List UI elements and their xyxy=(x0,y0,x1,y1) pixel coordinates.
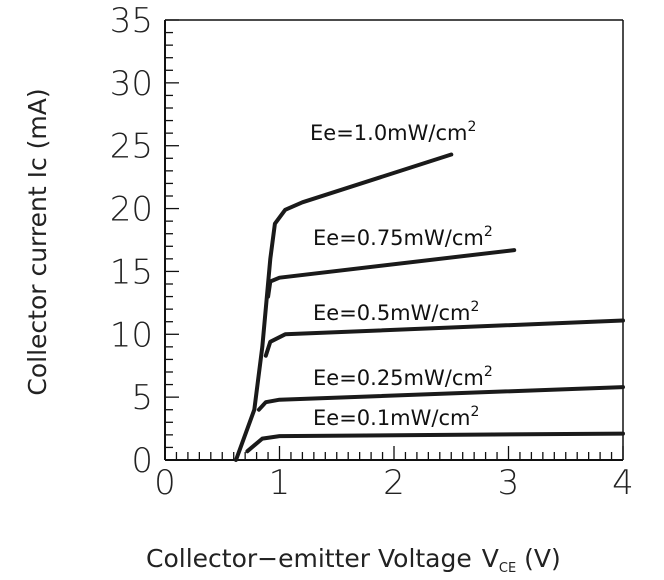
x-axis-title-subscript: CE xyxy=(499,561,516,576)
series-line-1 xyxy=(266,248,517,299)
y-tick-label: 30 xyxy=(110,64,153,104)
y-tick-label: 10 xyxy=(110,315,153,355)
x-tick-label: 3 xyxy=(498,463,520,503)
x-axis-title-symbol: V xyxy=(482,544,499,573)
series-line-4 xyxy=(245,431,625,454)
series-label-2: Ee=0.5mW/cm2 xyxy=(313,299,479,325)
series-line-2 xyxy=(263,318,625,358)
x-axis-tick-labels: 0 1 2 3 4 xyxy=(154,463,634,503)
series-label-3: Ee=0.25mW/cm2 xyxy=(313,364,493,390)
x-tick-label: 1 xyxy=(269,463,291,503)
y-tick-label: 35 xyxy=(110,1,153,41)
x-axis-title-unit: (V) xyxy=(524,544,561,573)
x-axis-ticks xyxy=(164,446,624,460)
x-tick-label: 4 xyxy=(612,463,634,503)
series-label-0: Ee=1.0mW/cm2 xyxy=(310,119,476,145)
x-tick-label: 2 xyxy=(383,463,405,503)
series-line-0 xyxy=(234,152,454,462)
series-line-3 xyxy=(256,385,625,412)
y-axis-tick-labels: 0 5 10 15 20 25 30 35 xyxy=(110,1,153,481)
series-labels: Ee=1.0mW/cm2 Ee=0.75mW/cm2 Ee=0.5mW/cm2 Ee=… xyxy=(310,119,493,430)
x-axis-title: Collector−emitter Voltage VCE (V) xyxy=(146,544,561,576)
plot-frame xyxy=(164,19,624,461)
series-label-4: Ee=0.1mW/cm2 xyxy=(313,404,479,430)
series-label-1: Ee=0.75mW/cm2 xyxy=(313,224,493,250)
series-curves xyxy=(234,152,625,462)
y-tick-label: 5 xyxy=(131,378,153,418)
y-tick-label: 25 xyxy=(110,127,153,167)
y-tick-label: 20 xyxy=(110,190,153,230)
y-tick-label: 0 xyxy=(131,441,153,481)
y-tick-label: 15 xyxy=(110,252,153,292)
y-axis-title: Collector current Ic (mA) xyxy=(23,88,52,395)
y-axis-ticks xyxy=(165,19,179,461)
x-axis-title-text: Collector−emitter Voltage xyxy=(146,544,472,573)
x-tick-label: 0 xyxy=(154,463,176,503)
